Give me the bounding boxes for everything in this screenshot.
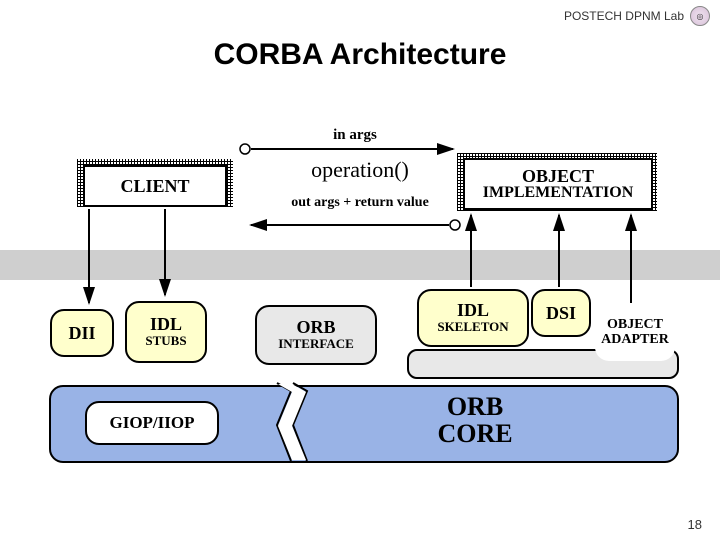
objimpl-l2: IMPLEMENTATION xyxy=(483,185,634,201)
architecture-diagram: CLIENT OBJECT IMPLEMENTATION in args ope… xyxy=(55,95,675,490)
page-title: CORBA Architecture xyxy=(0,38,720,72)
client-box: CLIENT xyxy=(83,165,227,207)
interface-label: INTERFACE xyxy=(278,336,354,352)
obj-adapter-l2: ADAPTER xyxy=(601,332,669,347)
object-adapter-box: OBJECT ADAPTER xyxy=(595,305,675,361)
orb-label: ORB xyxy=(296,318,335,336)
obj-adapter-l1: OBJECT xyxy=(607,318,663,332)
idl-stubs-box: IDL STUBS xyxy=(125,301,207,363)
idl-skel-l2: SKELETON xyxy=(437,319,508,335)
dii-box: DII xyxy=(50,309,114,357)
out-args-label: out args + return value xyxy=(250,195,470,211)
page-number: 18 xyxy=(688,517,702,532)
dsi-label: DSI xyxy=(546,303,576,324)
dii-label: DII xyxy=(68,323,95,344)
client-label: CLIENT xyxy=(120,176,189,197)
orb-interface-box: ORB INTERFACE xyxy=(255,305,377,365)
giop-label: GIOP/IIOP xyxy=(109,413,194,433)
operation-label: operation() xyxy=(265,157,455,183)
idl-label: IDL xyxy=(150,315,182,333)
orb-core-label: ORB CORE xyxy=(395,393,555,448)
objimpl-l1: OBJECT xyxy=(522,167,594,185)
in-args-label: in args xyxy=(285,127,425,144)
lab-logo-icon: ◎ xyxy=(690,6,710,26)
lab-label: POSTECH DPNM Lab xyxy=(564,9,684,23)
orb-core-l1: ORB xyxy=(395,393,555,420)
giop-box: GIOP/IIOP xyxy=(85,401,219,445)
idl-skeleton-box: IDL SKELETON xyxy=(417,289,529,347)
orb-core-l2: CORE xyxy=(395,420,555,447)
objimpl-box: OBJECT IMPLEMENTATION xyxy=(463,158,653,210)
dsi-box: DSI xyxy=(531,289,591,337)
header: POSTECH DPNM Lab ◎ xyxy=(564,6,710,26)
idl-skel-l1: IDL xyxy=(457,301,489,319)
gray-band xyxy=(0,250,720,280)
stubs-label: STUBS xyxy=(145,333,186,349)
